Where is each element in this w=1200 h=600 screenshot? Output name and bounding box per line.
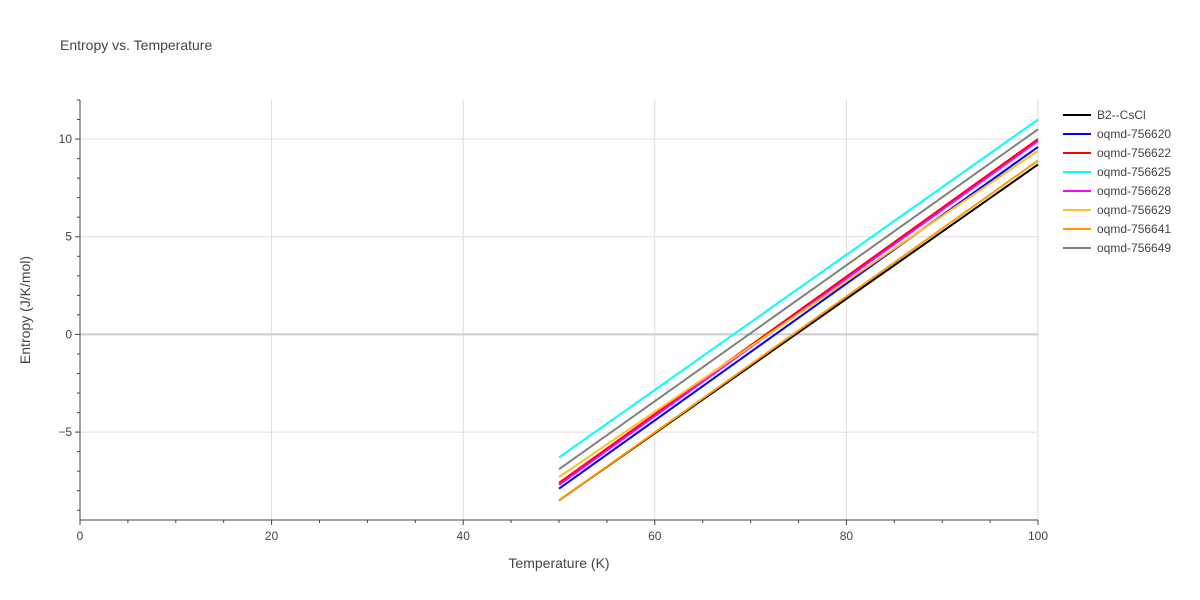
- legend-item[interactable]: oqmd-756620: [1063, 127, 1171, 141]
- legend-label: B2--CsCl: [1097, 108, 1146, 122]
- legend[interactable]: B2--CsCl oqmd-756620 oqmd-756622 oqmd-75662…: [1063, 108, 1171, 255]
- legend-item[interactable]: oqmd-756625: [1063, 165, 1171, 179]
- series-line: [558, 118, 1039, 459]
- y-axis-title: Entropy (J/K/mol): [17, 256, 33, 364]
- x-tick-label: 80: [840, 529, 854, 543]
- x-tick-label: 100: [1028, 529, 1048, 543]
- series-lines: [558, 118, 1039, 502]
- legend-label: oqmd-756641: [1097, 222, 1171, 236]
- x-tick-label: 0: [77, 529, 84, 543]
- x-tick-label: 40: [457, 529, 471, 543]
- legend-label: oqmd-756629: [1097, 203, 1171, 217]
- chart-title: Entropy vs. Temperature: [60, 37, 212, 53]
- grid-lines: [80, 100, 1039, 520]
- series-line: [558, 138, 1039, 484]
- legend-label: oqmd-756649: [1097, 241, 1171, 255]
- legend-label: oqmd-756620: [1097, 127, 1171, 141]
- legend-item[interactable]: oqmd-756628: [1063, 184, 1171, 198]
- axes: 0 20 40 60 80 100 −5 0 5 10: [58, 99, 1048, 543]
- legend-label: oqmd-756625: [1097, 165, 1171, 179]
- x-tick-label: 60: [648, 529, 662, 543]
- legend-item[interactable]: oqmd-756629: [1063, 203, 1171, 217]
- legend-item[interactable]: oqmd-756641: [1063, 222, 1171, 236]
- x-axis-title: Temperature (K): [508, 555, 609, 571]
- legend-item[interactable]: oqmd-756622: [1063, 146, 1171, 160]
- legend-label: oqmd-756622: [1097, 146, 1171, 160]
- x-tick-label: 20: [265, 529, 279, 543]
- series-line: [558, 159, 1039, 502]
- legend-item[interactable]: oqmd-756649: [1063, 241, 1171, 255]
- y-tick-label: 5: [65, 230, 72, 244]
- series-line: [558, 128, 1039, 471]
- y-tick-label: 0: [65, 327, 72, 341]
- series-line: [558, 149, 1039, 478]
- series-line: [558, 146, 1039, 490]
- y-tick-label: −5: [58, 425, 72, 439]
- y-tick-label: 10: [59, 132, 73, 146]
- legend-item[interactable]: B2--CsCl: [1063, 108, 1146, 122]
- legend-label: oqmd-756628: [1097, 184, 1171, 198]
